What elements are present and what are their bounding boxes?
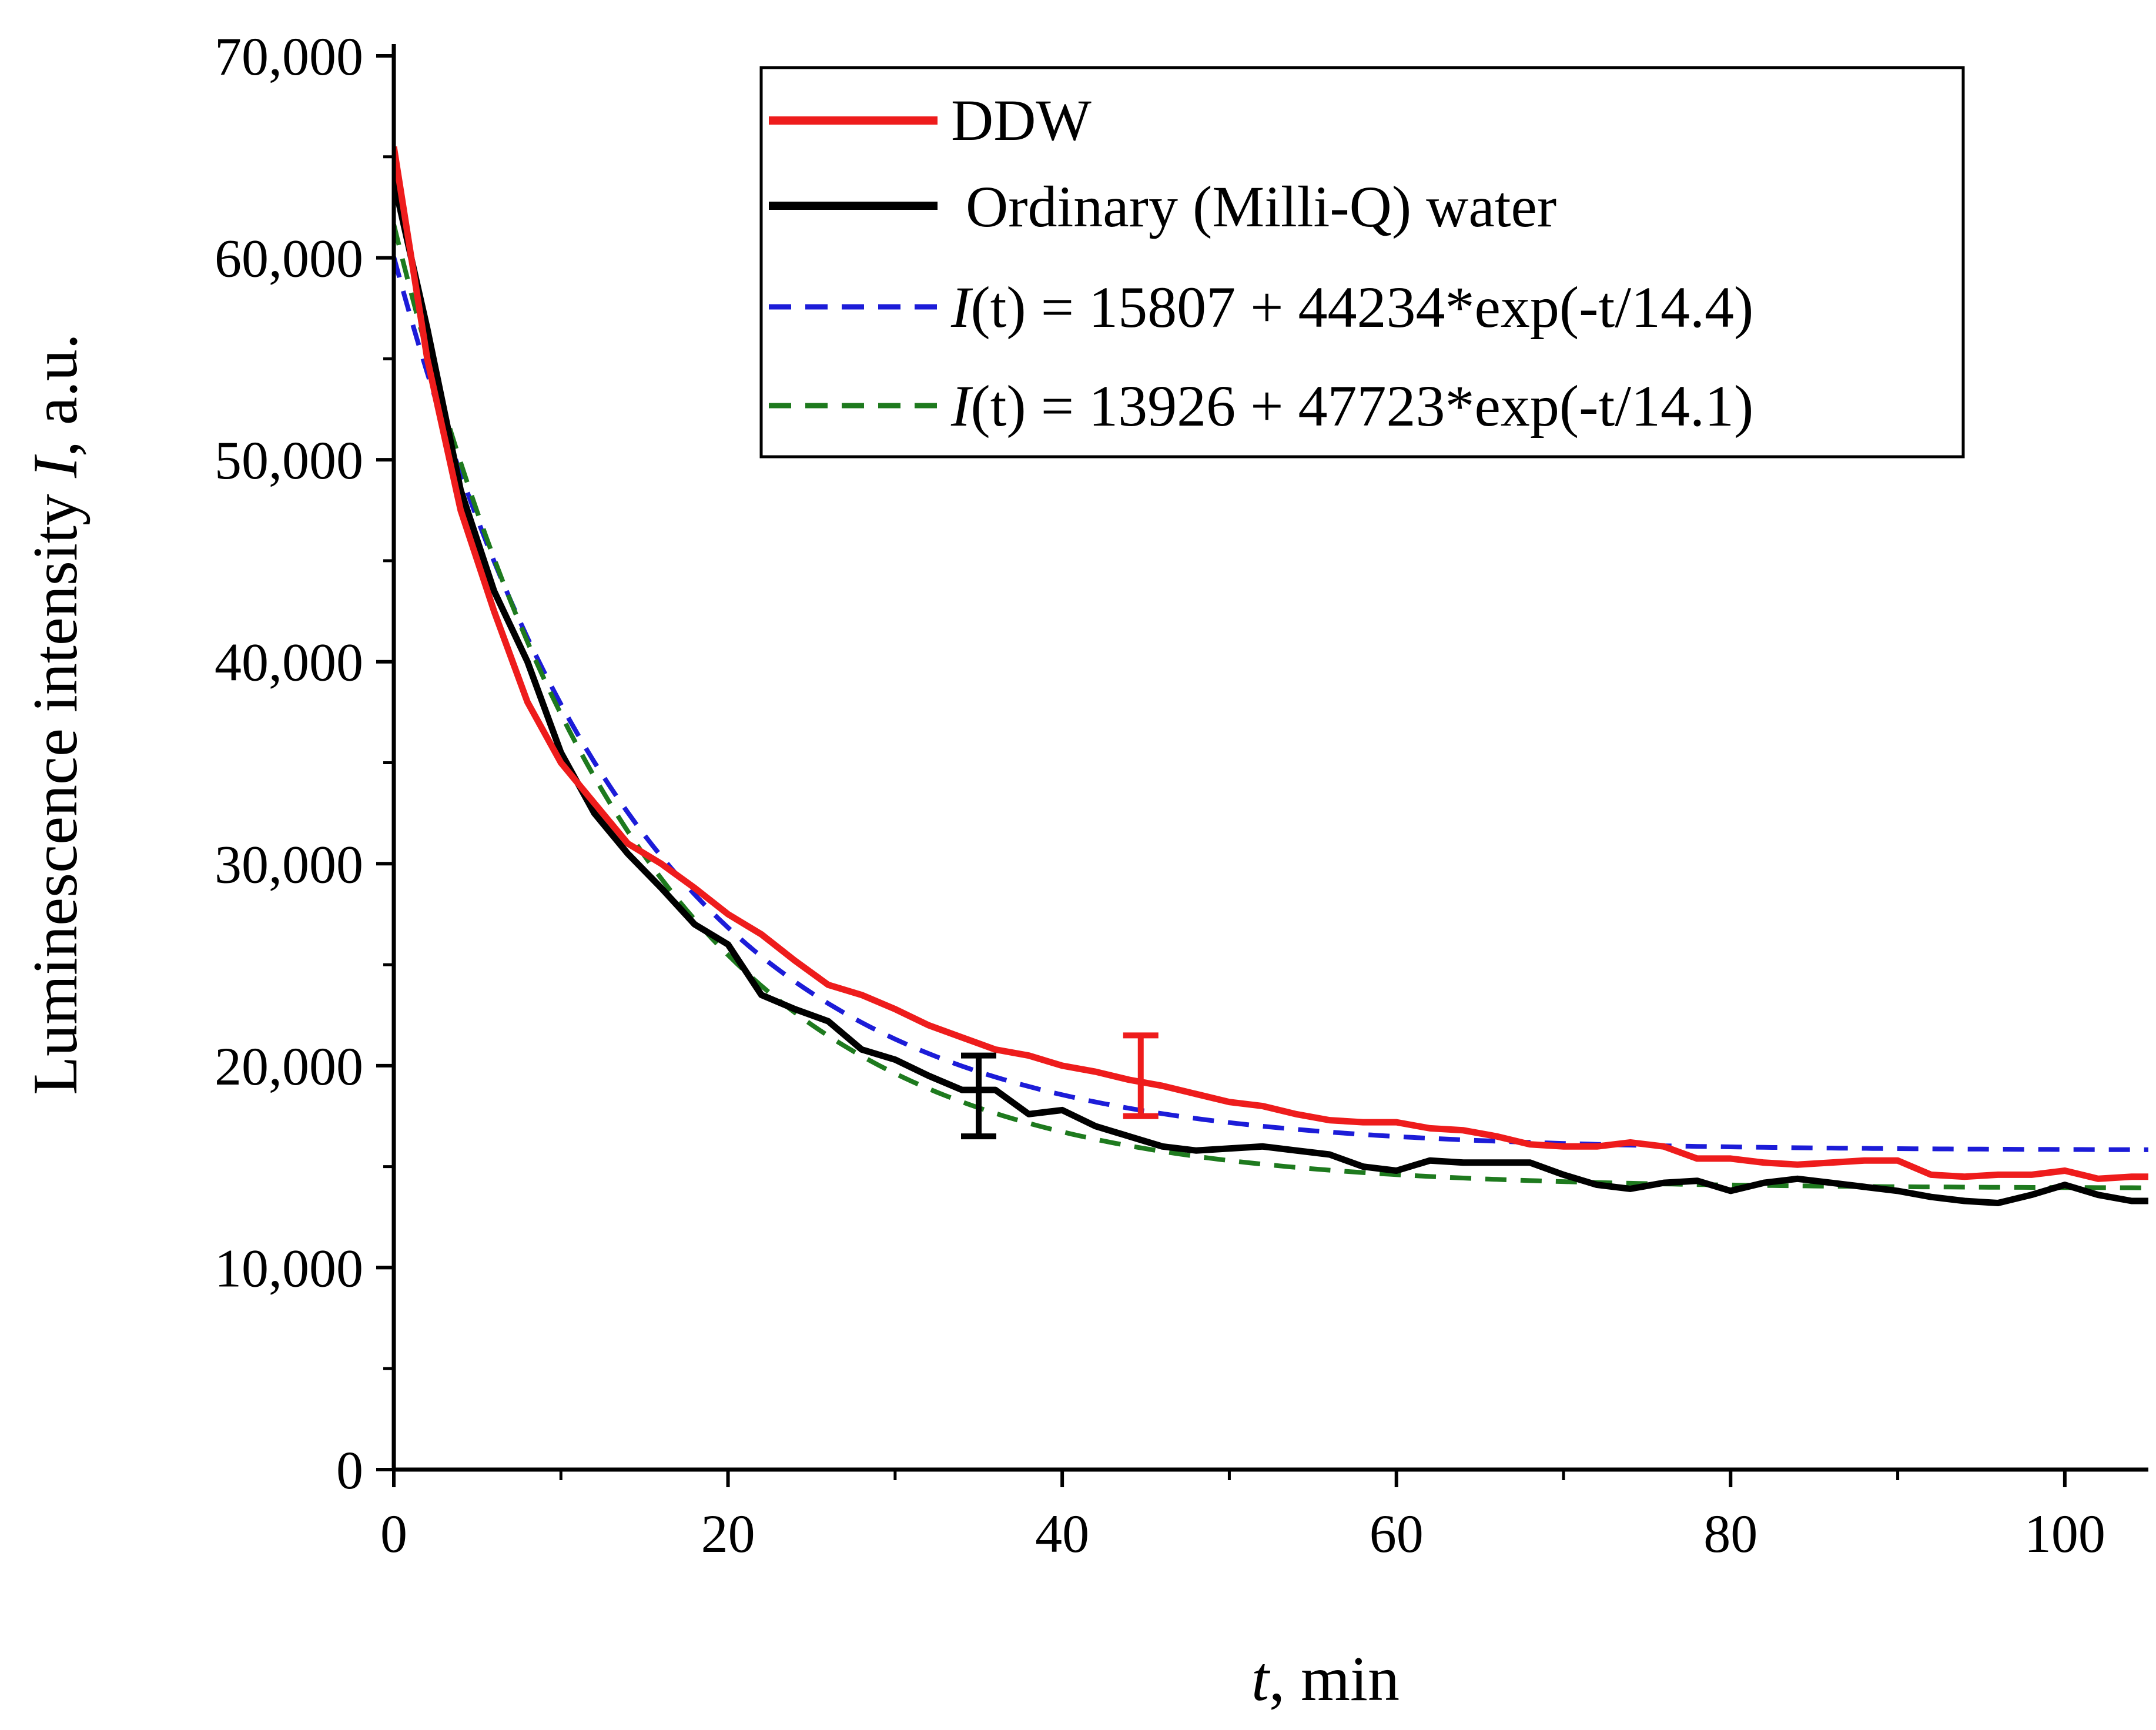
y-tick-label: 60,000	[215, 229, 363, 289]
y-tick-label: 50,000	[215, 430, 363, 490]
x-axis-title-unit: , min	[1269, 1644, 1400, 1714]
y-tick-label: 10,000	[215, 1238, 363, 1298]
x-tick-label: 40	[1035, 1504, 1089, 1564]
x-axis-title: t, min	[1251, 1644, 1400, 1714]
legend-label-fit-blue: I(t) = 15807 + 44234*exp(-t/14.4)	[950, 275, 1753, 340]
legend-fit-green-expr: = 13926 + 47723*exp(-t/14.1)	[1026, 373, 1754, 439]
x-tick-label: 80	[1703, 1504, 1757, 1564]
x-axis-title-var: t	[1251, 1644, 1271, 1714]
x-tick-label: 0	[380, 1504, 407, 1564]
legend: DDW Ordinary (Milli-Q) water I(t) = 1580…	[761, 68, 1963, 457]
y-tick-label: 20,000	[215, 1036, 363, 1096]
legend-label-fit-green: I(t) = 13926 + 47723*exp(-t/14.1)	[950, 373, 1753, 439]
x-tick-label: 60	[1370, 1504, 1424, 1564]
legend-fit-blue-arg: (t)	[970, 275, 1026, 340]
y-axis-title-var: I	[21, 454, 91, 478]
y-tick-label: 30,000	[215, 834, 363, 894]
y-axis-title-unit: , a.u.	[21, 333, 91, 457]
legend-fit-blue-expr: = 15807 + 44234*exp(-t/14.4)	[1026, 275, 1754, 340]
legend-label-ordinary: Ordinary (Milli-Q) water	[951, 174, 1556, 239]
legend-fit-blue-var: I	[950, 275, 973, 340]
y-axis-title: Luminescence intensity I, a.u.	[21, 333, 91, 1095]
legend-label-ddw: DDW	[951, 88, 1092, 153]
legend-fit-green-var: I	[950, 373, 973, 439]
x-tick-label: 100	[2024, 1504, 2105, 1564]
x-tick-label: 20	[701, 1504, 755, 1564]
y-axis-title-main: Luminescence intensity	[21, 478, 91, 1095]
error-bar-ddw	[1123, 1035, 1159, 1116]
y-tick-label: 40,000	[215, 633, 363, 692]
y-tick-label: 0	[336, 1440, 363, 1500]
y-tick-label: 70,000	[215, 26, 363, 86]
legend-fit-green-arg: (t)	[970, 373, 1026, 439]
